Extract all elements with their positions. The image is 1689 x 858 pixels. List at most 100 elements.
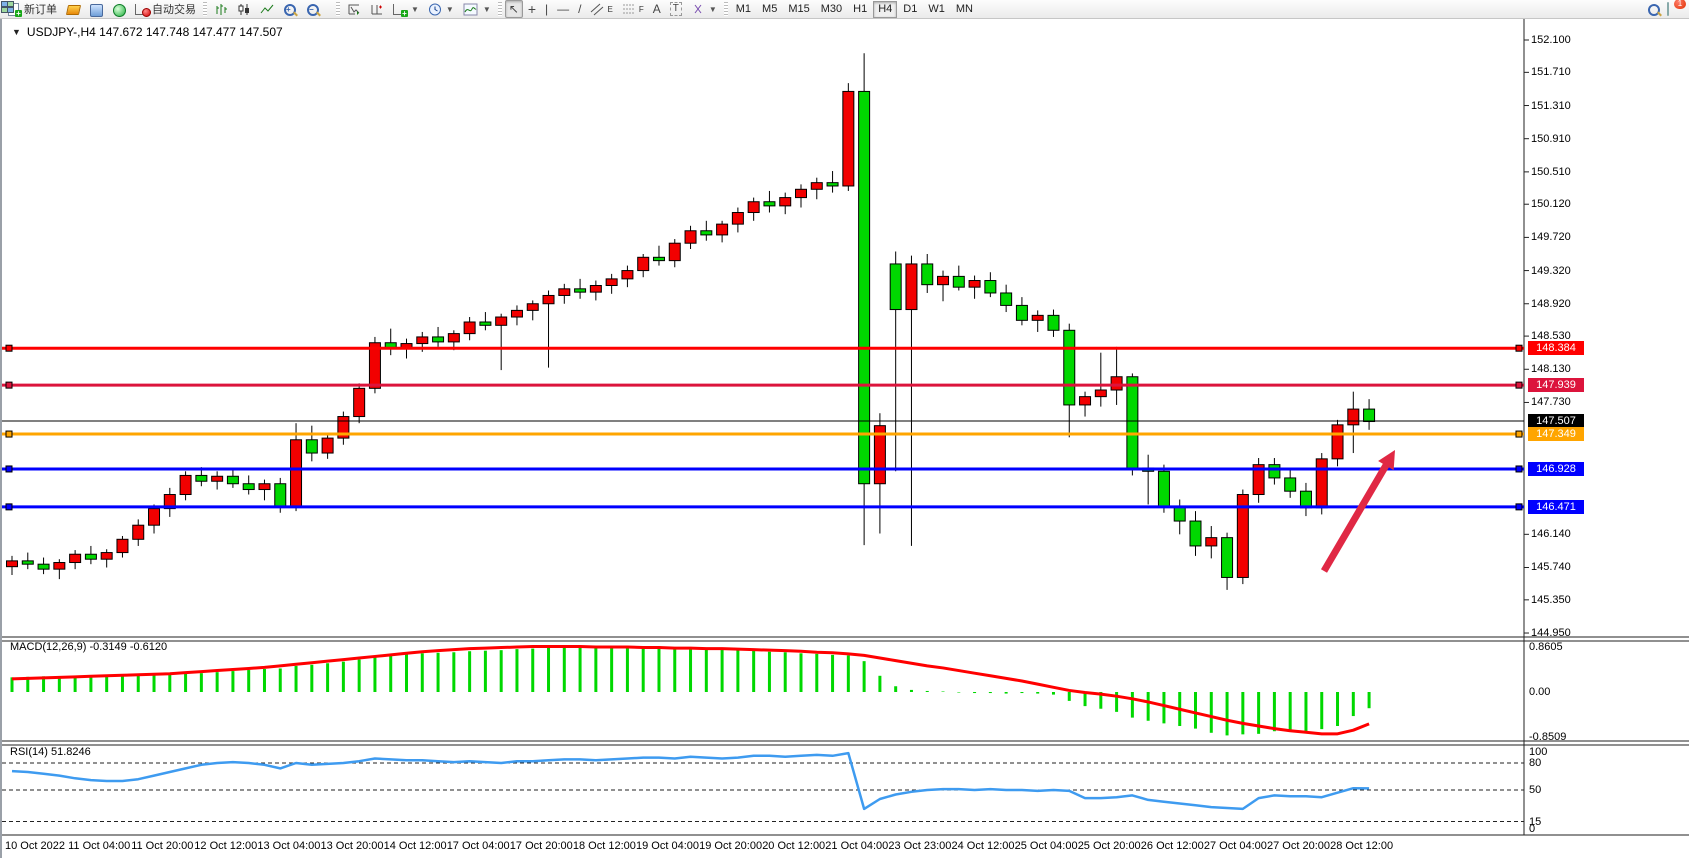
indicators-button[interactable]: ▼ <box>459 0 495 18</box>
autotrading-button[interactable]: 自动交易 <box>131 0 200 18</box>
candle-bear <box>305 439 318 454</box>
candle-bull <box>321 437 334 454</box>
line-handle[interactable] <box>1515 381 1523 389</box>
fibonacci-icon <box>622 4 635 13</box>
candle-bear <box>952 275 965 288</box>
timeframe-m5-button[interactable]: M5 <box>762 2 778 15</box>
toolbar-grip <box>497 2 502 16</box>
toolbar-grip <box>336 2 340 16</box>
line-handle[interactable] <box>1515 503 1523 511</box>
price-axis-label: 149.720 <box>1531 231 1571 244</box>
chat-icon[interactable]: 1 <box>1667 0 1686 16</box>
line-handle[interactable] <box>1515 465 1523 473</box>
time-axis-label: 19 Oct 04:00 <box>636 840 699 852</box>
candle-bull <box>1205 537 1218 547</box>
zoom-out-button[interactable]: − <box>302 0 324 18</box>
step-forward-button[interactable] <box>366 0 388 18</box>
zoom-out-icon: − <box>306 3 320 16</box>
new-chart-icon: + <box>393 3 408 17</box>
candle-bull <box>905 263 918 311</box>
time-axis-label: 24 Oct 12:00 <box>951 840 1015 852</box>
tile-windows-button[interactable] <box>1 0 333 18</box>
timeframe-h4-button[interactable]: H4 <box>873 0 898 18</box>
timeframe-h1-button[interactable]: H1 <box>853 2 868 15</box>
candle-bear <box>432 336 445 343</box>
cursor-tool-button[interactable]: ↖ <box>504 0 523 18</box>
time-axis-label: 12 Oct 12:00 <box>194 840 258 852</box>
candle-bull <box>542 294 555 305</box>
timeframe-m1-button[interactable]: M1 <box>735 2 752 15</box>
price-badge: 147.507 <box>1528 413 1584 428</box>
line-handle[interactable] <box>5 381 13 389</box>
candle-bull <box>6 560 18 568</box>
time-axis-label: 10 Oct 2022 <box>5 840 65 852</box>
horizontal-line-icon: — <box>557 2 570 16</box>
indicators-icon <box>463 3 478 15</box>
timeframe-m15-button[interactable]: M15 <box>788 2 810 15</box>
time-axis-label: 13 Oct 04:00 <box>257 840 321 852</box>
candle-bear <box>700 230 713 236</box>
trend-arrow-shaft[interactable] <box>1320 460 1391 573</box>
seal-button[interactable] <box>62 0 84 18</box>
main-chart-canvas[interactable] <box>2 19 1689 858</box>
trend-arrow-head[interactable] <box>1378 450 1395 471</box>
period-clock-button[interactable]: ▼ <box>424 0 458 18</box>
text-tool-button[interactable]: A <box>649 0 665 18</box>
candle-bull <box>100 552 113 560</box>
zoom-in-button[interactable]: + <box>279 0 301 18</box>
zoom-in-icon: + <box>283 3 297 16</box>
autotrading-label: 自动交易 <box>152 4 196 16</box>
horizontal-line-tool-button[interactable]: — <box>553 0 573 18</box>
line-chart-icon <box>260 4 274 13</box>
time-axis-label: 25 Oct 04:00 <box>1014 840 1078 852</box>
line-handle[interactable] <box>5 344 13 352</box>
candle-bull <box>684 230 697 244</box>
vertical-line-tool-button[interactable]: | <box>541 0 552 18</box>
candle-bull <box>558 288 571 296</box>
timeframe-d1-button[interactable]: D1 <box>903 2 918 15</box>
crosshair-tool-button[interactable]: + <box>524 0 540 18</box>
fibonacci-tool-button[interactable]: F <box>618 0 648 18</box>
line-chart-button[interactable] <box>256 0 278 18</box>
signals-button[interactable] <box>108 0 130 18</box>
candle-bull <box>132 524 145 540</box>
toolbar-grip <box>203 2 207 16</box>
timeframe-mn-button[interactable]: MN <box>955 2 973 15</box>
line-handle[interactable] <box>1515 344 1523 352</box>
arrange-charts-button[interactable] <box>343 0 365 18</box>
trendline-tool-button[interactable]: / <box>574 0 585 18</box>
time-axis-label: 21 Oct 04:00 <box>825 840 889 852</box>
profile-icon <box>89 3 103 17</box>
channel-tool-button[interactable]: E <box>586 0 616 18</box>
timeframe-toolbar: M1 M5 M15 M30 H1 H4 D1 W1 MN <box>731 0 978 18</box>
candle-bull <box>116 538 129 554</box>
timeframe-m30-button[interactable]: M30 <box>820 2 843 15</box>
tile-windows-icon <box>1 1 14 13</box>
line-handle[interactable] <box>5 465 13 473</box>
line-handle[interactable] <box>1515 430 1523 438</box>
main-toolbar: + 新订单 自动交易 + − + ▼ ▼ ▼ ↖ + | — <box>0 0 1689 19</box>
dropdown-caret: ▼ <box>445 4 454 14</box>
line-handle[interactable] <box>5 503 13 511</box>
macd-axis-label: 0.8605 <box>1529 640 1563 653</box>
candle-bull <box>668 242 681 262</box>
timeframe-w1-button[interactable]: W1 <box>928 2 945 15</box>
bar-chart-button[interactable] <box>210 0 232 18</box>
candle-bull <box>447 333 460 343</box>
pane-bg <box>2 641 1524 741</box>
clock-icon <box>428 3 441 15</box>
arrows-tool-button[interactable]: ▼ <box>687 0 721 18</box>
price-badge: 148.384 <box>1528 341 1584 356</box>
candle-bull <box>795 188 807 199</box>
price-badge: 146.471 <box>1528 499 1584 514</box>
profile-button[interactable] <box>85 0 107 18</box>
time-axis-label: 17 Oct 20:00 <box>509 840 573 852</box>
candle-bull <box>1347 408 1360 426</box>
search-icon[interactable] <box>1647 3 1661 16</box>
collapse-triangle-icon[interactable]: ▼ <box>12 27 21 37</box>
label-tool-button[interactable]: T <box>666 0 686 18</box>
new-chart-button[interactable]: + ▼ <box>389 0 423 18</box>
candlestick-chart-button[interactable] <box>233 0 255 18</box>
line-handle[interactable] <box>5 430 13 438</box>
